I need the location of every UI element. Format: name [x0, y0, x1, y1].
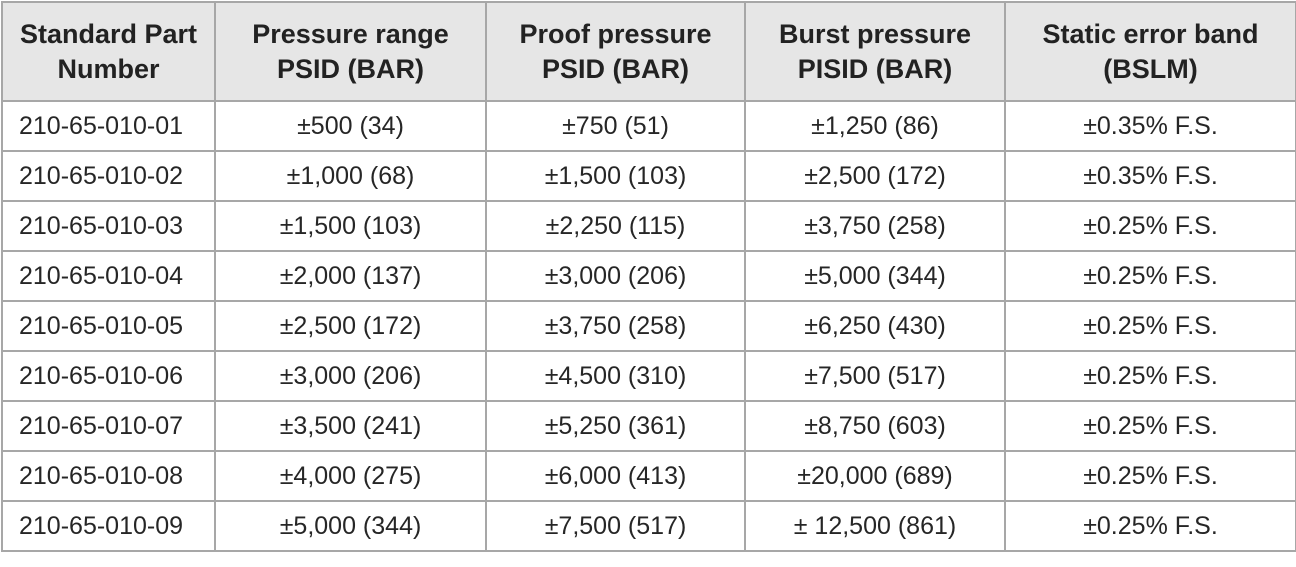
cell-part-number: 210-65-010-05	[1, 300, 216, 352]
cell-burst-pressure: ±6,250 (430)	[744, 300, 1006, 352]
table-row: 210-65-010-02 ±1,000 (68) ±1,500 (103) ±…	[1, 150, 1296, 202]
cell-proof-pressure: ±6,000 (413)	[485, 450, 746, 502]
cell-burst-pressure: ±5,000 (344)	[744, 250, 1006, 302]
cell-static-error-band: ±0.25% F.S.	[1004, 400, 1296, 452]
table-row: 210-65-010-07 ±3,500 (241) ±5,250 (361) …	[1, 400, 1296, 452]
cell-pressure-range: ±3,000 (206)	[214, 350, 487, 402]
cell-static-error-band: ±0.35% F.S.	[1004, 150, 1296, 202]
header-row: Standard Part Number Pressure range PSID…	[1, 1, 1296, 102]
cell-part-number: 210-65-010-03	[1, 200, 216, 252]
table-row: 210-65-010-06 ±3,000 (206) ±4,500 (310) …	[1, 350, 1296, 402]
cell-pressure-range: ±4,000 (275)	[214, 450, 487, 502]
table-header: Standard Part Number Pressure range PSID…	[1, 1, 1296, 102]
table-row: 210-65-010-09 ±5,000 (344) ±7,500 (517) …	[1, 500, 1296, 552]
cell-proof-pressure: ±5,250 (361)	[485, 400, 746, 452]
header-pressure-range-line2: PSID (BAR)	[277, 53, 424, 84]
cell-burst-pressure: ±8,750 (603)	[744, 400, 1006, 452]
cell-part-number: 210-65-010-02	[1, 150, 216, 202]
cell-static-error-band: ±0.35% F.S.	[1004, 100, 1296, 152]
header-static-error-band: Static error band (BSLM)	[1004, 1, 1296, 102]
cell-proof-pressure: ±3,750 (258)	[485, 300, 746, 352]
cell-pressure-range: ±5,000 (344)	[214, 500, 487, 552]
header-static-error-band-line1: Static error band	[1042, 18, 1259, 49]
cell-static-error-band: ±0.25% F.S.	[1004, 200, 1296, 252]
header-proof-pressure-line1: Proof pressure	[519, 18, 712, 49]
cell-static-error-band: ±0.25% F.S.	[1004, 250, 1296, 302]
cell-burst-pressure: ±20,000 (689)	[744, 450, 1006, 502]
header-part-number-line2: Number	[57, 53, 160, 84]
cell-static-error-band: ±0.25% F.S.	[1004, 500, 1296, 552]
cell-burst-pressure: ±1,250 (86)	[744, 100, 1006, 152]
cell-burst-pressure: ±2,500 (172)	[744, 150, 1006, 202]
cell-part-number: 210-65-010-04	[1, 250, 216, 302]
cell-part-number: 210-65-010-07	[1, 400, 216, 452]
header-proof-pressure-line2: PSID (BAR)	[542, 53, 689, 84]
cell-pressure-range: ±500 (34)	[214, 100, 487, 152]
header-burst-pressure-line2: PISID (BAR)	[797, 53, 953, 84]
header-burst-pressure: Burst pressure PISID (BAR)	[744, 1, 1006, 102]
cell-static-error-band: ±0.25% F.S.	[1004, 350, 1296, 402]
cell-proof-pressure: ±1,500 (103)	[485, 150, 746, 202]
cell-part-number: 210-65-010-06	[1, 350, 216, 402]
pressure-spec-table: Standard Part Number Pressure range PSID…	[1, 1, 1296, 552]
cell-pressure-range: ±2,000 (137)	[214, 250, 487, 302]
cell-proof-pressure: ±4,500 (310)	[485, 350, 746, 402]
cell-burst-pressure: ±3,750 (258)	[744, 200, 1006, 252]
cell-part-number: 210-65-010-08	[1, 450, 216, 502]
cell-proof-pressure: ±3,000 (206)	[485, 250, 746, 302]
table-row: 210-65-010-08 ±4,000 (275) ±6,000 (413) …	[1, 450, 1296, 502]
cell-proof-pressure: ±750 (51)	[485, 100, 746, 152]
table-body: 210-65-010-01 ±500 (34) ±750 (51) ±1,250…	[1, 100, 1296, 552]
cell-pressure-range: ±2,500 (172)	[214, 300, 487, 352]
cell-part-number: 210-65-010-01	[1, 100, 216, 152]
cell-proof-pressure: ±7,500 (517)	[485, 500, 746, 552]
cell-burst-pressure: ±7,500 (517)	[744, 350, 1006, 402]
header-part-number: Standard Part Number	[1, 1, 216, 102]
cell-pressure-range: ±1,000 (68)	[214, 150, 487, 202]
cell-static-error-band: ±0.25% F.S.	[1004, 450, 1296, 502]
header-proof-pressure: Proof pressure PSID (BAR)	[485, 1, 746, 102]
header-part-number-line1: Standard Part	[19, 18, 198, 49]
header-burst-pressure-line1: Burst pressure	[778, 18, 972, 49]
cell-pressure-range: ±1,500 (103)	[214, 200, 487, 252]
table-row: 210-65-010-03 ±1,500 (103) ±2,250 (115) …	[1, 200, 1296, 252]
header-pressure-range: Pressure range PSID (BAR)	[214, 1, 487, 102]
table-row: 210-65-010-01 ±500 (34) ±750 (51) ±1,250…	[1, 100, 1296, 152]
header-static-error-band-line2: (BSLM)	[1103, 53, 1198, 84]
cell-part-number: 210-65-010-09	[1, 500, 216, 552]
cell-burst-pressure: ± 12,500 (861)	[744, 500, 1006, 552]
header-pressure-range-line1: Pressure range	[252, 18, 449, 49]
table-row: 210-65-010-04 ±2,000 (137) ±3,000 (206) …	[1, 250, 1296, 302]
cell-static-error-band: ±0.25% F.S.	[1004, 300, 1296, 352]
cell-pressure-range: ±3,500 (241)	[214, 400, 487, 452]
table-row: 210-65-010-05 ±2,500 (172) ±3,750 (258) …	[1, 300, 1296, 352]
cell-proof-pressure: ±2,250 (115)	[485, 200, 746, 252]
